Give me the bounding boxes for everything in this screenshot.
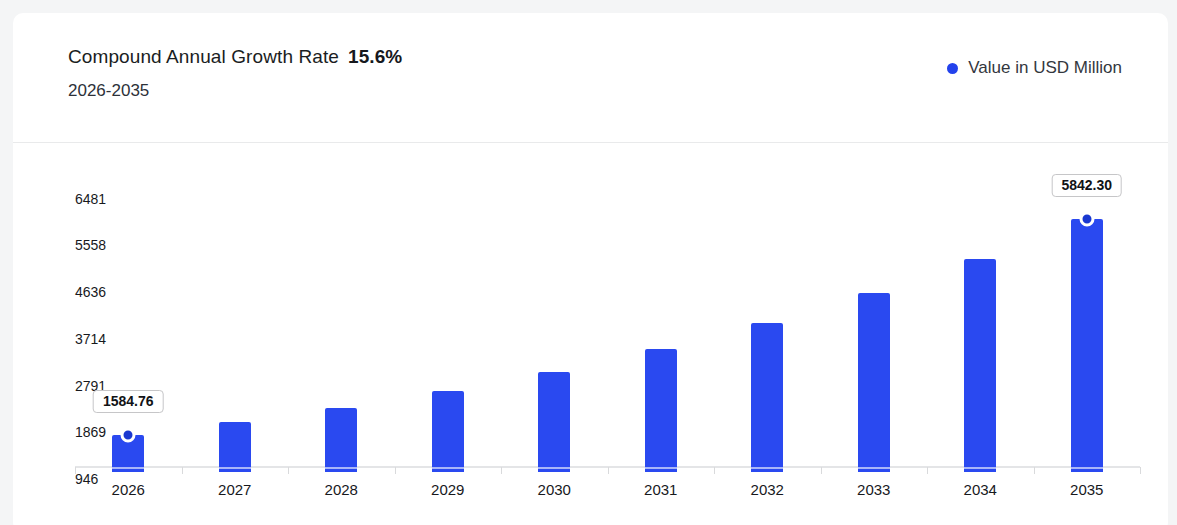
legend-item[interactable]: Value in USD Million (947, 58, 1122, 78)
x-axis-tick (821, 467, 822, 474)
x-axis-tick (395, 467, 396, 474)
bar-2032[interactable] (751, 323, 783, 472)
legend-marker-icon (947, 63, 958, 74)
bar-2033[interactable] (858, 293, 890, 472)
value-label: 5842.30 (1051, 174, 1122, 197)
x-axis-tick (1034, 467, 1035, 474)
legend-label: Value in USD Million (968, 58, 1122, 78)
bar-2027[interactable] (219, 422, 251, 472)
data-point-dot (121, 427, 136, 442)
x-axis-tick (288, 467, 289, 474)
y-axis-label: 6481 (75, 191, 106, 207)
x-axis-label: 2032 (751, 482, 784, 498)
x-axis-label: 2035 (1070, 482, 1103, 498)
data-point-dot (1079, 211, 1094, 226)
x-axis-tick (927, 467, 928, 474)
y-axis-label: 4636 (75, 284, 106, 300)
bar-chart: 9461869279137144636555864812026202720282… (13, 143, 1168, 525)
x-axis-tick (608, 467, 609, 474)
chart-header: Compound Annual Growth Rate 15.6% 2026-20… (13, 13, 1168, 143)
y-axis-label: 1869 (75, 424, 106, 440)
chart-card: Compound Annual Growth Rate 15.6% 2026-20… (13, 13, 1168, 525)
bar-2034[interactable] (964, 259, 996, 472)
x-axis-label: 2034 (964, 482, 997, 498)
x-axis-tick (182, 467, 183, 474)
x-axis-label: 2031 (644, 482, 677, 498)
value-label: 1584.76 (93, 390, 164, 413)
x-axis-tick (714, 467, 715, 474)
cagr-value: 15.6% (348, 46, 402, 67)
y-axis-label: 946 (75, 471, 98, 487)
bar-2029[interactable] (432, 391, 464, 472)
x-axis-label: 2027 (218, 482, 251, 498)
title-row: Compound Annual Growth Rate 15.6% (68, 46, 402, 68)
x-axis-label: 2030 (538, 482, 571, 498)
header-titles: Compound Annual Growth Rate 15.6% 2026-20… (68, 46, 402, 101)
bar-2035[interactable] (1071, 219, 1103, 472)
y-axis-label: 3714 (75, 331, 106, 347)
x-axis-label: 2028 (325, 482, 358, 498)
x-axis-label: 2029 (431, 482, 464, 498)
chart-period: 2026-2035 (68, 81, 402, 101)
bar-2028[interactable] (325, 408, 357, 472)
x-axis-label: 2033 (857, 482, 890, 498)
bar-2031[interactable] (645, 349, 677, 472)
x-axis-tick (75, 467, 76, 474)
x-axis-tick (501, 467, 502, 474)
bar-2030[interactable] (538, 372, 570, 472)
y-axis-label: 5558 (75, 237, 106, 253)
x-axis-tick (1140, 467, 1141, 474)
chart-title: Compound Annual Growth Rate (68, 46, 339, 67)
x-axis-label: 2026 (112, 482, 145, 498)
